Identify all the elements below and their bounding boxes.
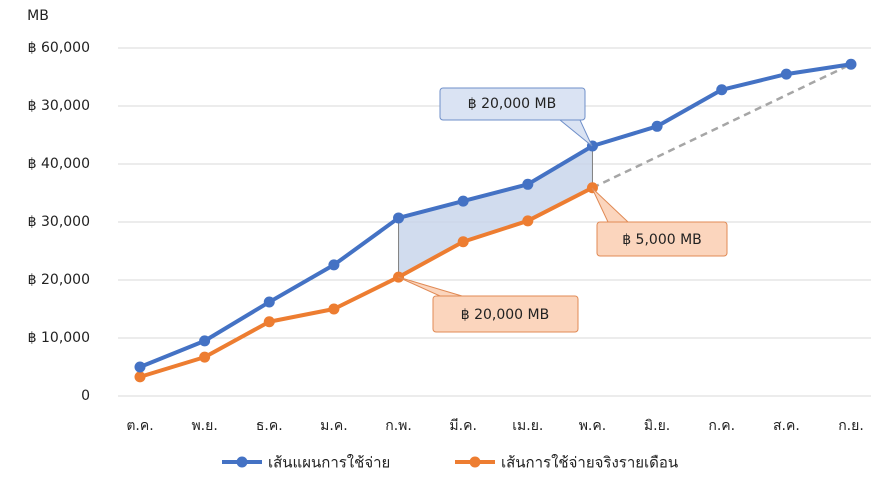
point — [845, 58, 857, 70]
y-tick-label: 0 — [81, 388, 90, 404]
point — [393, 212, 405, 224]
legend-label: เส้นการใช้จ่ายจริงรายเดือน — [501, 454, 678, 472]
point — [263, 296, 275, 308]
x-tick-label: ม.ค. — [320, 418, 348, 434]
x-tick-label: พ.ย. — [191, 418, 217, 434]
point — [328, 259, 340, 271]
annotation: ฿ 20,000 MB — [468, 96, 556, 112]
legend-swatch-point — [469, 456, 481, 468]
point — [780, 68, 792, 80]
series-line — [139, 62, 852, 369]
point — [199, 335, 211, 347]
x-tick-label: พ.ค. — [579, 418, 607, 434]
x-tick-label: มี.ค. — [449, 418, 477, 434]
x-tick-label: ก.ค. — [708, 418, 735, 434]
point — [134, 371, 146, 383]
x-tick-label: ส.ค. — [773, 418, 800, 434]
projection-line — [591, 63, 852, 189]
callout-pointer — [558, 119, 593, 147]
legend-swatch-point — [236, 456, 248, 468]
y-tick-label: ฿ 10,000 — [28, 330, 90, 346]
point — [716, 84, 728, 96]
point — [199, 351, 211, 363]
point — [457, 195, 469, 207]
point — [134, 361, 146, 373]
x-tick-label: ต.ค. — [126, 418, 153, 434]
y-tick-label: ฿ 30,000 — [28, 98, 90, 114]
legend-label: เส้นแผนการใช้จ่าย — [268, 454, 390, 472]
x-tick-label: ธ.ค. — [256, 418, 283, 434]
y-unit-label: MB — [27, 8, 49, 24]
y-tick-label: ฿ 30,000 — [28, 214, 90, 230]
y-tick-label: ฿ 40,000 — [28, 156, 90, 172]
plot: 0 ฿ 10,000 ฿ 20,000 ฿ 30,000 ฿ 40,000 ฿ 30,00… — [28, 40, 864, 434]
callout-box — [439, 87, 586, 121]
callout-box — [432, 295, 579, 333]
annotation: ฿ 5,000 MB — [622, 232, 702, 248]
annotation: ฿ 20,000 MB — [461, 307, 549, 323]
series-line — [139, 185, 594, 379]
y-tick-label: ฿ 60,000 — [28, 40, 90, 56]
callout-gap: ฿ 5,000 MB — [591, 187, 728, 257]
callout-box — [596, 221, 728, 257]
x-tick-label: ก.ย. — [838, 418, 864, 434]
x-tick-label: เม.ย. — [512, 418, 543, 434]
y-tick-label: ฿ 20,000 — [28, 272, 90, 288]
point — [522, 178, 534, 190]
callout-pointer — [591, 187, 630, 223]
point — [457, 236, 469, 248]
x-tick-label: มิ.ย. — [644, 418, 670, 434]
x-tick-label: ก.พ. — [385, 418, 412, 434]
callout-plan: ฿ 20,000 MB — [439, 87, 593, 147]
point — [522, 215, 534, 227]
callout-actual: ฿ 20,000 MB — [397, 276, 579, 333]
point — [263, 316, 275, 328]
shaded-gap — [398, 146, 593, 278]
point — [328, 303, 340, 315]
point — [651, 120, 663, 132]
